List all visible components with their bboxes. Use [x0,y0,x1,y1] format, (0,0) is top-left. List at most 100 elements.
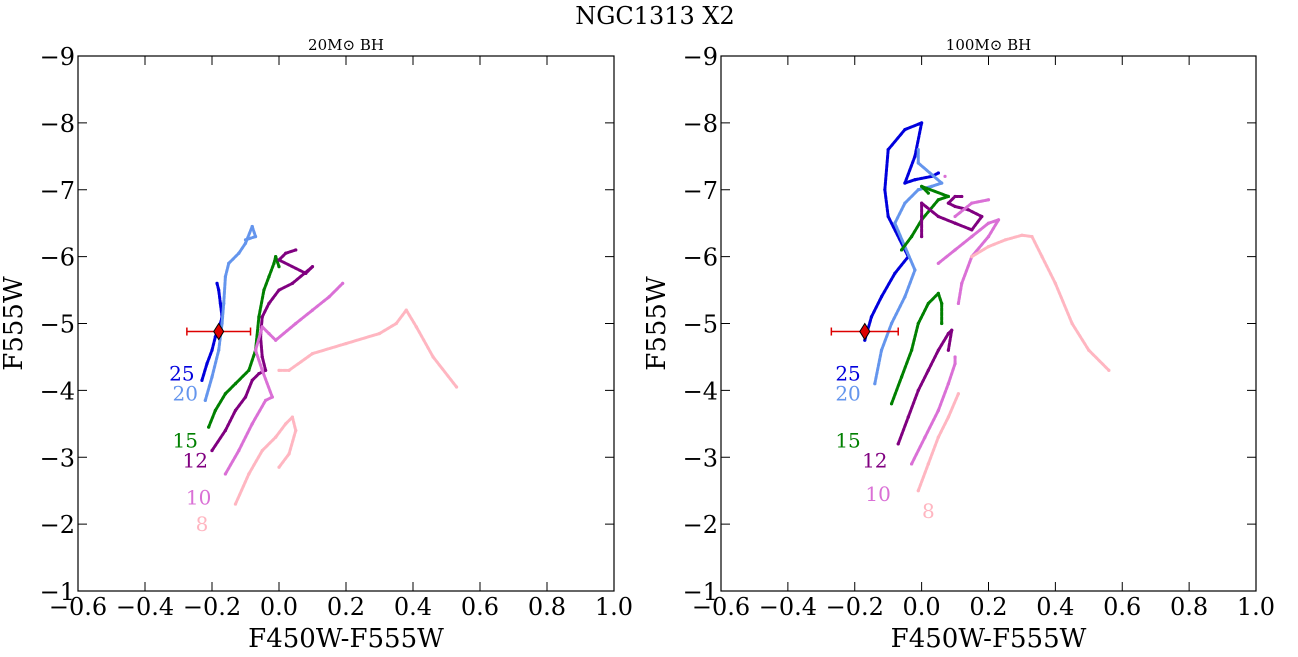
track-segment [220,301,226,325]
track-point [1087,348,1091,352]
track-point [272,261,276,265]
track-point [287,452,291,456]
track-point [220,321,224,326]
track-point [956,301,961,306]
track-point [920,184,924,189]
track-segment [244,378,254,399]
track-segment [200,362,209,382]
track-segment [274,422,288,439]
track-segment [250,225,258,239]
track-segment [900,235,914,252]
track-segment [233,472,251,506]
track-point [284,251,288,255]
track-point [936,291,940,296]
track-point [916,148,920,152]
track-point [287,368,291,372]
y-axis-label: F555W [642,276,672,371]
panel-100msun-bh: 100M⊙ BH −0.6 −0.4 −0.2 0.0 0.2 0.4 0.6 0.8 1.0 −9… [642,36,1275,654]
track-segment [237,422,254,453]
track-segment [1030,235,1044,259]
track-point [913,178,917,182]
mass-label-10: 10 [865,482,890,506]
observed-diamond-marker [859,322,871,341]
track-point [926,462,930,466]
track-segment [262,275,271,292]
track-segment [414,325,435,359]
track-point [247,472,251,476]
track-point [916,188,920,192]
track-point [213,408,217,413]
track-point [996,218,1001,222]
track-point [909,234,914,239]
track-point [896,442,900,446]
track-segment [277,258,308,275]
track-point [205,362,209,366]
track-point [237,251,241,255]
track-segment [247,348,258,372]
track-point [953,221,957,225]
track-point [277,465,281,469]
track-segment [254,348,264,372]
track-segment [210,348,221,379]
track-point [873,382,877,386]
track-point [953,362,957,366]
track-segment [936,382,950,412]
track-segment [936,291,944,305]
track-point [920,234,924,239]
mass-label-15: 15 [172,429,197,453]
track-point [903,127,907,132]
track-segment [257,288,266,319]
track-segment [267,261,276,279]
track-point [946,348,950,352]
x-tick-label: 0.4 [1036,593,1074,621]
track-segment [926,291,940,305]
track-point [913,268,917,272]
track-point [953,248,957,252]
track-segment [946,328,954,352]
x-axis-label: F450W-F555W [248,624,444,654]
track-point [953,194,957,199]
figure-title: NGC1313 X2 [575,2,735,30]
x-tick-label: −0.6 [49,593,107,621]
panel-title: 20M⊙ BH [308,36,384,54]
track-point [1003,238,1007,242]
x-tick-label: 0.6 [461,593,499,621]
track-point [920,201,924,205]
mass-label-10: 10 [186,485,211,509]
track-segment [966,208,984,218]
track-segment [936,248,957,265]
track-segment [903,154,917,185]
x-tick-label: 0.0 [903,593,941,621]
track-segment [953,201,974,218]
track-point [210,375,214,379]
track-segment [903,121,924,132]
track-segment [274,255,281,269]
track-point [260,448,264,453]
track-point [940,321,944,326]
track-segment [987,218,1001,239]
track-segment [210,429,227,453]
track-point [262,288,266,292]
y-tick-label: −8 [683,110,718,138]
track-point [940,181,944,185]
x-tick-label: 0.2 [327,593,365,621]
track-segment [233,395,247,412]
track-point [250,422,254,426]
track-segment [260,368,274,399]
x-tick-label: −0.4 [116,593,174,621]
track-point [986,198,991,202]
track-segment [926,435,940,466]
data-layer [186,224,459,506]
track-segment [287,429,298,456]
track-point [253,234,258,239]
track-point [217,348,221,352]
track-point [404,308,408,312]
mass-label-25: 25 [169,362,194,386]
track-point [936,348,940,352]
x-tick-label: 0.8 [1170,593,1208,621]
track-point [294,321,298,326]
track-point [909,462,914,466]
track-point [217,288,221,292]
track-point [277,265,281,269]
track-segment [223,261,231,279]
